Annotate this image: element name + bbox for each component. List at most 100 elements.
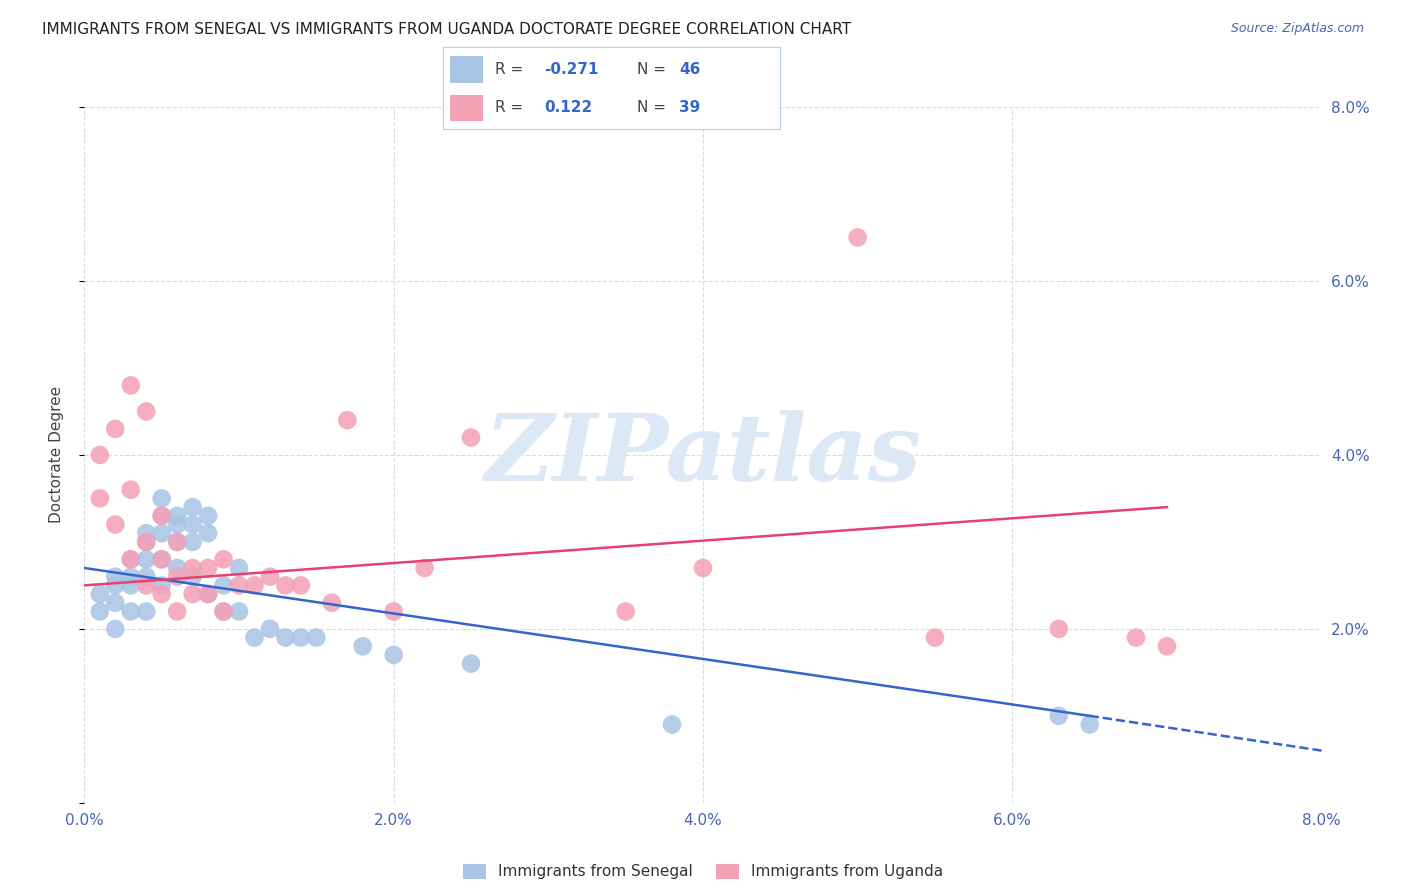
Point bbox=[274, 578, 297, 592]
Point bbox=[104, 517, 127, 532]
Point bbox=[150, 526, 173, 541]
Text: 0.122: 0.122 bbox=[544, 100, 592, 115]
Point bbox=[197, 561, 219, 575]
Point bbox=[135, 570, 157, 584]
Point bbox=[274, 631, 297, 645]
Point bbox=[661, 717, 683, 731]
Point bbox=[197, 508, 219, 523]
Point bbox=[212, 605, 235, 619]
Point bbox=[1156, 639, 1178, 653]
Point bbox=[135, 404, 157, 418]
Point bbox=[197, 526, 219, 541]
Point bbox=[120, 570, 142, 584]
Point bbox=[104, 622, 127, 636]
Point bbox=[120, 483, 142, 497]
Point bbox=[243, 578, 266, 592]
Point bbox=[150, 508, 173, 523]
Point bbox=[89, 448, 111, 462]
Y-axis label: Doctorate Degree: Doctorate Degree bbox=[49, 386, 63, 524]
Point bbox=[150, 491, 173, 506]
Point bbox=[243, 631, 266, 645]
Point bbox=[413, 561, 436, 575]
Point bbox=[166, 517, 188, 532]
Point bbox=[197, 587, 219, 601]
Text: N =: N = bbox=[637, 62, 671, 77]
Text: 39: 39 bbox=[679, 100, 700, 115]
Point bbox=[181, 535, 204, 549]
Point bbox=[352, 639, 374, 653]
Point bbox=[212, 578, 235, 592]
Point bbox=[382, 605, 405, 619]
Point bbox=[305, 631, 328, 645]
Point bbox=[228, 561, 250, 575]
Legend: Immigrants from Senegal, Immigrants from Uganda: Immigrants from Senegal, Immigrants from… bbox=[457, 857, 949, 886]
Point bbox=[924, 631, 946, 645]
Point bbox=[1047, 622, 1070, 636]
Point bbox=[181, 500, 204, 514]
Point bbox=[135, 578, 157, 592]
Text: -0.271: -0.271 bbox=[544, 62, 599, 77]
Point bbox=[181, 570, 204, 584]
Point bbox=[120, 378, 142, 392]
Point bbox=[692, 561, 714, 575]
Text: ZIPatlas: ZIPatlas bbox=[485, 410, 921, 500]
Point bbox=[336, 413, 359, 427]
Point bbox=[181, 561, 204, 575]
Point bbox=[104, 596, 127, 610]
Point bbox=[1047, 708, 1070, 723]
Point bbox=[382, 648, 405, 662]
Point bbox=[166, 535, 188, 549]
Point bbox=[290, 578, 312, 592]
Point bbox=[89, 491, 111, 506]
Point bbox=[321, 596, 343, 610]
Point bbox=[89, 587, 111, 601]
Point bbox=[181, 517, 204, 532]
Point bbox=[120, 552, 142, 566]
Point bbox=[135, 535, 157, 549]
Point bbox=[1078, 717, 1101, 731]
Point bbox=[290, 631, 312, 645]
Point bbox=[197, 587, 219, 601]
Point bbox=[166, 535, 188, 549]
Text: N =: N = bbox=[637, 100, 671, 115]
Point bbox=[135, 552, 157, 566]
Point bbox=[120, 552, 142, 566]
Point bbox=[259, 622, 281, 636]
Text: Source: ZipAtlas.com: Source: ZipAtlas.com bbox=[1230, 22, 1364, 36]
Point bbox=[120, 605, 142, 619]
Point bbox=[150, 578, 173, 592]
Point bbox=[135, 535, 157, 549]
Point bbox=[212, 552, 235, 566]
Bar bbox=[450, 56, 484, 83]
Text: R =: R = bbox=[495, 100, 529, 115]
Point bbox=[135, 526, 157, 541]
Point bbox=[228, 578, 250, 592]
Point bbox=[104, 422, 127, 436]
Text: R =: R = bbox=[495, 62, 529, 77]
Point bbox=[1125, 631, 1147, 645]
Point bbox=[259, 570, 281, 584]
Point bbox=[166, 561, 188, 575]
Point bbox=[150, 552, 173, 566]
Point bbox=[135, 605, 157, 619]
Point bbox=[166, 508, 188, 523]
Point bbox=[150, 508, 173, 523]
Text: 46: 46 bbox=[679, 62, 700, 77]
Point bbox=[89, 605, 111, 619]
Point bbox=[460, 431, 482, 445]
Bar bbox=[450, 95, 484, 121]
Point bbox=[460, 657, 482, 671]
Point bbox=[166, 605, 188, 619]
Point bbox=[212, 605, 235, 619]
Point bbox=[150, 587, 173, 601]
Point bbox=[228, 605, 250, 619]
Point bbox=[150, 552, 173, 566]
Point bbox=[104, 570, 127, 584]
Point bbox=[120, 578, 142, 592]
Point bbox=[181, 587, 204, 601]
Text: IMMIGRANTS FROM SENEGAL VS IMMIGRANTS FROM UGANDA DOCTORATE DEGREE CORRELATION C: IMMIGRANTS FROM SENEGAL VS IMMIGRANTS FR… bbox=[42, 22, 851, 37]
Point bbox=[166, 570, 188, 584]
Point bbox=[846, 230, 869, 244]
Point bbox=[104, 578, 127, 592]
Point bbox=[614, 605, 637, 619]
